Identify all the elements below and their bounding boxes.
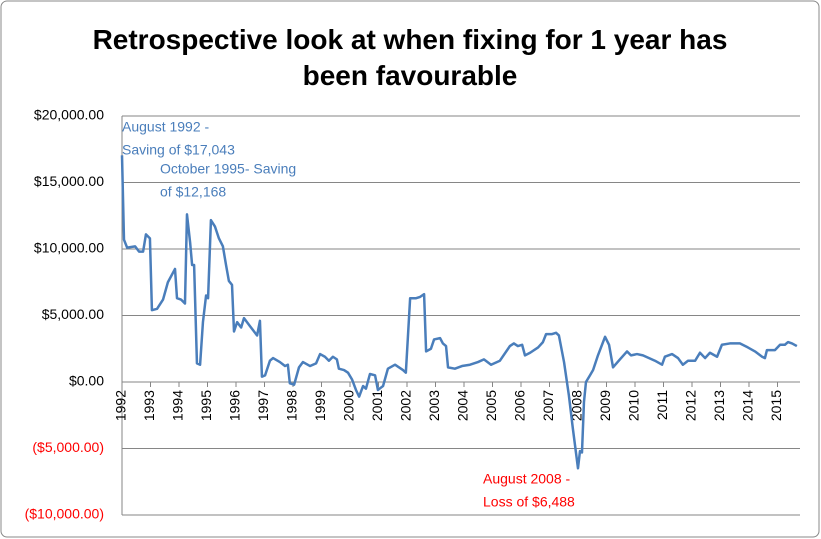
- x-tick-label: 2014: [740, 390, 756, 421]
- y-tick-label: ($5,000.00): [32, 439, 104, 455]
- annotation: October 1995- Saving: [160, 161, 296, 177]
- annotation: of $12,168: [160, 184, 226, 200]
- y-tick-label: $15,000.00: [34, 173, 104, 189]
- x-tick-label: 1999: [312, 390, 328, 421]
- x-tick-label: 2001: [369, 390, 385, 421]
- x-tick-label: 2012: [683, 390, 699, 421]
- x-tick-label: 2006: [512, 390, 528, 421]
- annotation: August 2008 -: [483, 471, 571, 487]
- x-tick-label: 2009: [597, 390, 613, 421]
- x-tick-label: 1993: [141, 390, 157, 421]
- x-tick-label: 1995: [198, 390, 214, 421]
- x-tick-label: 1992: [113, 390, 129, 421]
- x-tick-label: 2005: [483, 390, 499, 421]
- x-tick-label: 2002: [398, 390, 414, 421]
- x-tick-label: 2004: [455, 390, 471, 421]
- x-tick-label: 2008: [569, 390, 585, 421]
- x-tick-label: 1997: [255, 390, 271, 421]
- annotation: Loss of $6,488: [483, 494, 575, 510]
- x-tick-label: 2003: [426, 390, 442, 421]
- x-tick-label: 1994: [170, 390, 186, 421]
- y-tick-label: $0.00: [69, 373, 104, 389]
- data-line: [120, 155, 798, 470]
- x-tick-label: 2011: [654, 390, 670, 420]
- x-tick-label: 2015: [768, 390, 784, 421]
- y-tick-label: $5,000.00: [42, 306, 104, 322]
- x-tick-label: 2013: [711, 390, 727, 421]
- y-tick-label: $20,000.00: [34, 107, 104, 123]
- x-tick-label: 1996: [227, 390, 243, 421]
- x-tick-label: 2000: [341, 390, 357, 421]
- x-tick-label: 2007: [540, 390, 556, 421]
- y-tick-label: ($10,000.00): [25, 506, 104, 522]
- chart-title: Retrospective look at when fixing for 1 …: [92, 24, 728, 91]
- annotation: Saving of $17,043: [122, 142, 235, 158]
- y-tick-label: $10,000.00: [34, 240, 104, 256]
- annotation: August 1992 -: [122, 119, 210, 135]
- x-tick-label: 1998: [284, 390, 300, 421]
- x-tick-label: 2010: [626, 390, 642, 421]
